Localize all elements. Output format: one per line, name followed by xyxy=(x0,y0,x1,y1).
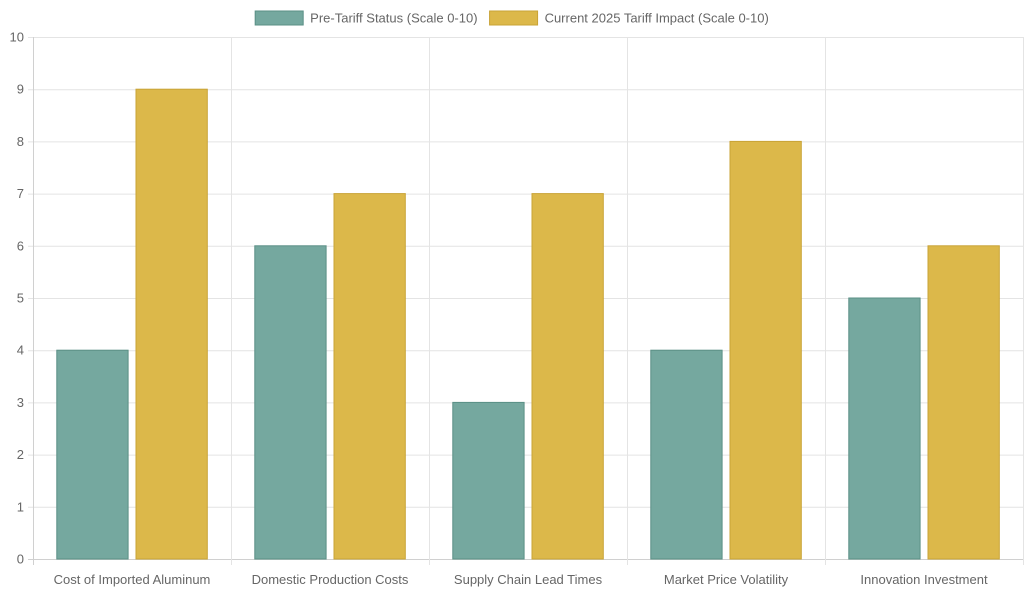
bar-current-2025-1[interactable] xyxy=(333,193,406,560)
legend-label: Pre-Tariff Status (Scale 0-10) xyxy=(310,11,477,26)
x-category-label: Market Price Volatility xyxy=(664,572,789,587)
bar-current-2025-0[interactable] xyxy=(135,88,208,560)
legend-swatch xyxy=(254,10,304,26)
bars xyxy=(56,88,1000,560)
bar-pre-tariff-2[interactable] xyxy=(452,401,525,560)
y-tick-label: 5 xyxy=(17,291,24,306)
legend-item-pre-tariff[interactable]: Pre-Tariff Status (Scale 0-10) xyxy=(254,10,478,26)
y-tick-label: 7 xyxy=(17,186,24,201)
x-category-label: Supply Chain Lead Times xyxy=(454,572,603,587)
bar-current-2025-3[interactable] xyxy=(729,140,802,560)
y-tick-label: 0 xyxy=(17,552,24,567)
legend[interactable]: Pre-Tariff Status (Scale 0-10) Current 20… xyxy=(254,10,769,26)
y-tick-label: 3 xyxy=(17,395,24,410)
bar-pre-tariff-4[interactable] xyxy=(848,297,921,560)
legend-swatch xyxy=(489,10,539,26)
bar-current-2025-2[interactable] xyxy=(531,193,604,560)
y-tick-label: 10 xyxy=(10,30,24,45)
legend-label: Current 2025 Tariff Impact (Scale 0-10) xyxy=(545,11,769,26)
y-tick-label: 6 xyxy=(17,238,24,253)
y-tick-label: 2 xyxy=(17,447,24,462)
y-tick-label: 9 xyxy=(17,82,24,97)
legend-item-current-2025[interactable]: Current 2025 Tariff Impact (Scale 0-10) xyxy=(489,10,769,26)
y-tick-label: 1 xyxy=(17,499,24,514)
bar-pre-tariff-3[interactable] xyxy=(650,349,723,560)
x-category-label: Domestic Production Costs xyxy=(252,572,409,587)
x-category-label: Innovation Investment xyxy=(860,572,988,587)
y-tick-label: 8 xyxy=(17,134,24,149)
x-category-label: Cost of Imported Aluminum xyxy=(54,572,211,587)
y-tick-label: 4 xyxy=(17,343,24,358)
bar-pre-tariff-1[interactable] xyxy=(254,245,327,560)
axes: 0 1 2 3 4 5 6 7 8 9 10 Cost of Imported Aluminum Dom… xyxy=(10,30,988,588)
bar-current-2025-4[interactable] xyxy=(927,245,1000,560)
bar-pre-tariff-0[interactable] xyxy=(56,349,129,560)
